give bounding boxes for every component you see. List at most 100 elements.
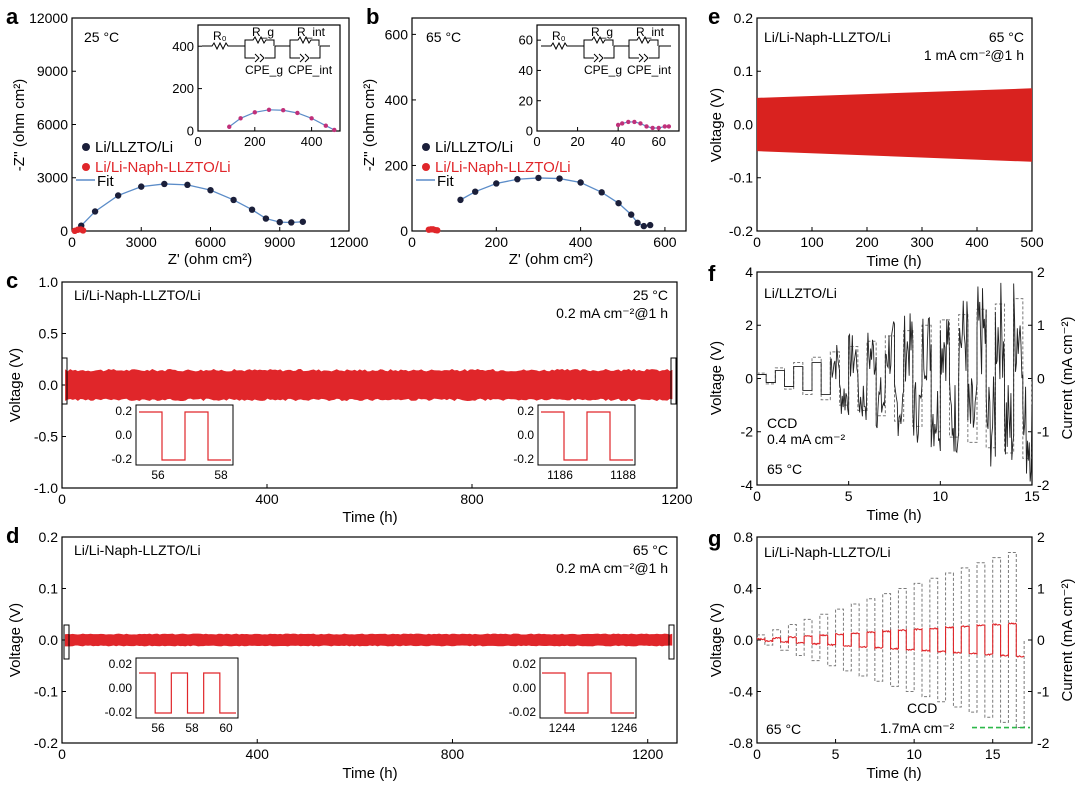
panel-f-ticks: 0 5 10 15 -4 -2 0 2 4 -2 -1 0 1 2 <box>741 264 1050 504</box>
panel-g-ytick-label: 0.0 <box>734 632 754 648</box>
panel-f-cell: Li/LLZTO/Li <box>764 285 837 301</box>
panel-d-inset-2-ticks: 0.02 0.00 -0.02 1244 1246 <box>509 657 638 735</box>
panel-b-inset-point <box>638 121 643 126</box>
panel-f-y2tick-label: -2 <box>1037 477 1050 493</box>
panel-b-inset-point <box>656 125 661 131</box>
panel-d-inset-2-ytick-label: 0.02 <box>513 657 537 671</box>
panel-a-point-s1 <box>91 208 99 215</box>
panel-g-ytick-label: 0.4 <box>734 580 754 596</box>
panel-e-ytick-label: -0.1 <box>729 170 753 186</box>
panel-c-inset-2: 0.2 0.0 -0.2 1186 1188 <box>513 404 636 482</box>
panel-c-ytick-label: 0.0 <box>39 377 59 393</box>
panel-a-inset-point <box>332 127 337 133</box>
panel-d-xlabel: Time (h) <box>342 765 397 782</box>
panel-a-point-s1 <box>138 183 145 190</box>
panel-d-inset-1-xtick-label: 60 <box>219 721 233 735</box>
circuit-rg-a: R_g <box>252 25 274 39</box>
circuit-cpeg-a: CPE_g <box>245 63 283 77</box>
panel-b-point-s1 <box>457 196 464 204</box>
panel-c-inset-2-ytick-label: -0.2 <box>513 452 534 466</box>
circuit-r0-a: R₀ <box>213 29 227 43</box>
panel-g: g Li/Li-Naph-LLZTO/Li CCD 1.7mA cm⁻² 65 … <box>708 526 1076 782</box>
panel-c-inset-2-xtick-label: 1186 <box>547 468 573 482</box>
panel-f-ccd: CCD <box>767 415 797 431</box>
panel-a-inset-ticks: 0 200 400 0 200 400 <box>172 39 322 149</box>
panel-b-ytick-label: 400 <box>385 92 409 108</box>
panel-f-ylabel: Voltage (V) <box>708 341 725 415</box>
panel-a-inset-xtick-label: 0 <box>194 134 201 149</box>
panel-d-inset-2: 0.02 0.00 -0.02 1244 1246 <box>509 657 638 735</box>
panel-a-inset-ytick-label: 400 <box>172 39 194 54</box>
panel-c-ytick-label: -0.5 <box>34 428 58 444</box>
panel-b-label: b <box>366 4 379 29</box>
panel-d-zoom-right <box>668 624 675 660</box>
panel-d-xtick-label: 1200 <box>632 746 663 762</box>
panel-b-inset: R₀ R_g R_int CPE_g CPE_int 0 20 40 60 0 20 40 6… <box>519 24 680 149</box>
panel-b-point-s1 <box>640 222 648 230</box>
panel-e-xtick-label: 200 <box>855 234 879 250</box>
panel-b-inset-xtick-label: 60 <box>651 134 665 149</box>
panel-b-point-s1 <box>514 176 521 183</box>
panel-c-xtick-label: 1200 <box>661 491 692 507</box>
panel-d-xtick-label: 800 <box>441 746 465 762</box>
panel-d-inset-1-xtick-label: 58 <box>185 721 199 735</box>
panel-a-ytick-label: 6000 <box>37 116 68 132</box>
panel-d-ytick-label: 0.0 <box>39 632 59 648</box>
panel-c-inset-1-trace <box>139 411 231 461</box>
panel-c-inset-2-ytick-label: 0.2 <box>517 404 534 418</box>
panel-e-cell: Li/Li-Naph-LLZTO/Li <box>764 29 891 45</box>
panel-b-xlabel: Z' (ohm cm²) <box>509 251 594 268</box>
panel-b-inset-point <box>626 119 631 125</box>
panel-b-points <box>425 174 654 234</box>
panel-g-y2label: Current (mA cm⁻²) <box>1059 579 1076 702</box>
panel-e-xtick-label: 400 <box>965 234 989 250</box>
panel-g-y2tick-label: -2 <box>1037 735 1050 751</box>
panel-a-inset: R₀ R_g R_int CPE_g CPE_int 0 200 400 0 200 40… <box>172 24 341 149</box>
panel-d-cond: 0.2 mA cm⁻²@1 h <box>556 560 668 576</box>
panel-f-ytick-label: 2 <box>745 317 753 333</box>
panel-a-ytick-label: 3000 <box>37 170 68 186</box>
panel-f-ytick-label: -2 <box>741 424 754 440</box>
panel-b-ytick-label: 600 <box>385 26 409 42</box>
panel-g-ccd: CCD <box>907 700 937 716</box>
panel-d-xtick-label: 400 <box>246 746 270 762</box>
panel-a-ticks: 0 3000 6000 9000 12000 0 3000 6000 9000 12000 <box>29 10 369 250</box>
panel-f-xtick-label: 15 <box>1024 488 1040 504</box>
panel-d-inset-1: 0.02 0.00 -0.02 56 58 60 <box>105 657 239 735</box>
panel-b-inset-point <box>615 122 621 128</box>
panel-f-label: f <box>708 261 716 286</box>
panel-d-inset-1-ytick-label: 0.00 <box>109 681 133 695</box>
panel-b-ylabel: -Z'' (ohm cm²) <box>361 79 378 171</box>
panel-e-xtick-label: 500 <box>1020 234 1044 250</box>
panel-g-xtick-label: 5 <box>832 746 840 762</box>
panel-a-inset-point <box>252 110 257 115</box>
panel-a-ytick-label: 9000 <box>37 63 68 79</box>
panel-a-point-s1 <box>276 218 283 226</box>
panel-a-points <box>71 180 307 235</box>
panel-b-point-s1 <box>577 179 584 186</box>
panel-f-y2tick-label: 0 <box>1037 370 1045 386</box>
panel-c-inset-2-xtick-label: 1188 <box>610 468 636 482</box>
panel-f-voltage-trace <box>757 282 1032 482</box>
panel-d-zoom-left <box>63 624 70 660</box>
panel-a-legend: Li/LLZTO/Li Li/Li-Naph-LLZTO/Li Fit <box>76 139 231 190</box>
panel-d-inset-2-ytick-label: 0.00 <box>513 681 537 695</box>
panel-a-ytick-label: 12000 <box>29 10 68 26</box>
panel-f-xtick-label: 5 <box>845 488 853 504</box>
panel-c-ytick-label: -1.0 <box>34 480 58 496</box>
panel-d-inset-1-trace <box>139 672 236 714</box>
panel-b-inset-point <box>632 119 637 125</box>
panel-d-ticks: 0 400 800 1200 -0.2 -0.1 0.0 0.1 0.2 <box>34 529 664 762</box>
panel-c-inset-1-ytick-label: 0.0 <box>115 428 132 442</box>
circuit-rint-a: R_int <box>297 25 326 39</box>
panel-b-xtick-label: 200 <box>485 234 509 250</box>
panel-a-inset-point <box>238 116 243 121</box>
legend-dot-red <box>82 163 90 171</box>
panel-a-point-s1 <box>184 181 191 189</box>
panel-b-inset-ytick-label: 20 <box>519 93 533 108</box>
panel-c-inset-2-ticks: 0.2 0.0 -0.2 1186 1188 <box>513 404 636 482</box>
panel-c-xlabel: Time (h) <box>342 509 397 526</box>
circuit-cpeint-a: CPE_int <box>288 63 333 77</box>
panel-e-ytick-label: 0.0 <box>734 116 754 132</box>
